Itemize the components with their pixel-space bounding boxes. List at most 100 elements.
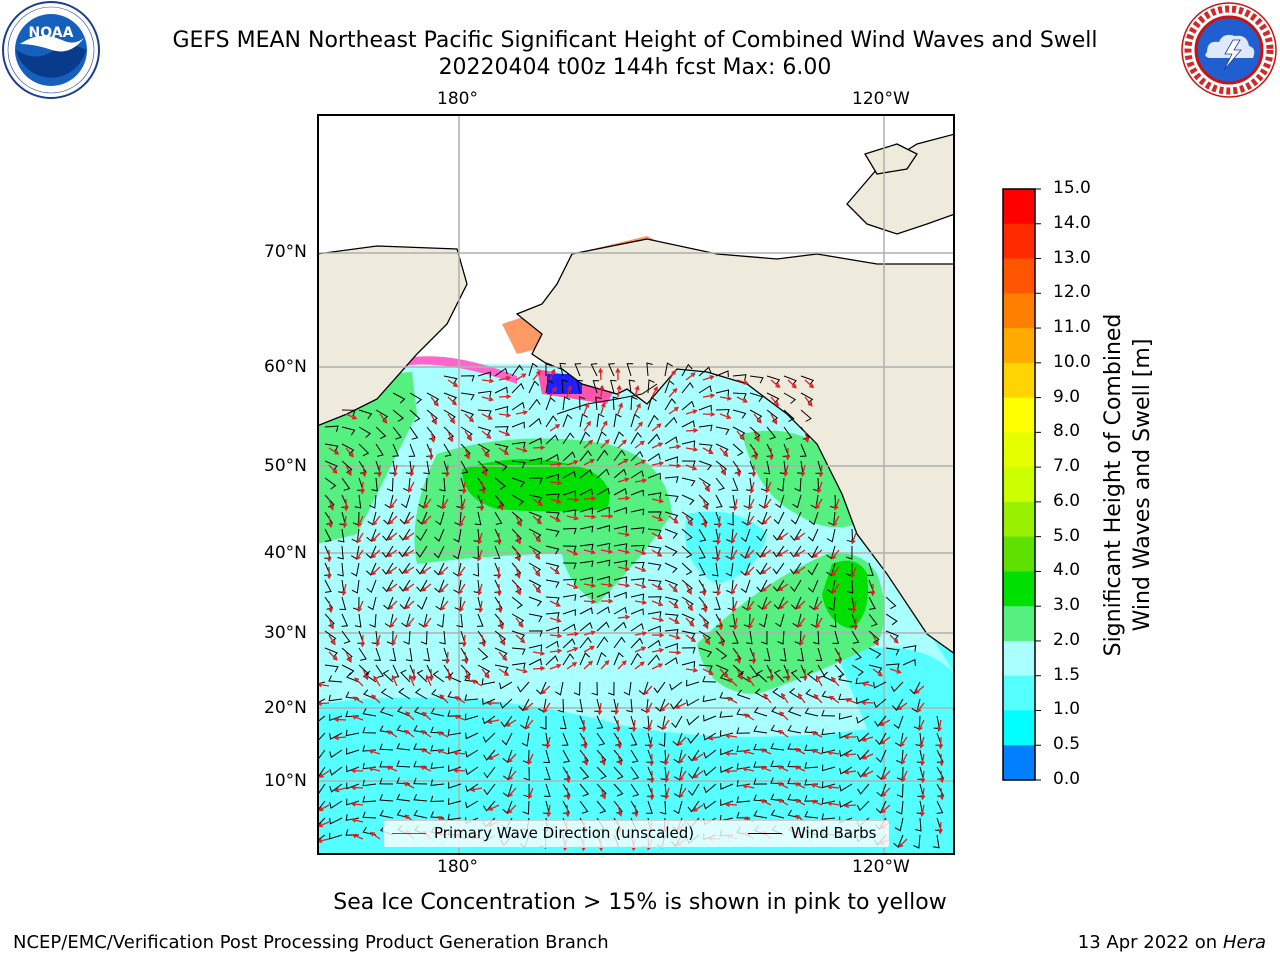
wave-direction-arrow bbox=[373, 675, 381, 687]
wind-barb bbox=[596, 449, 609, 462]
wind-barb bbox=[681, 477, 696, 487]
aleutian-chain bbox=[556, 383, 658, 415]
wind-barb bbox=[613, 468, 627, 479]
wind-barb bbox=[362, 726, 377, 734]
wind-barb bbox=[502, 749, 513, 764]
wind-barb bbox=[659, 800, 667, 815]
wind-barb bbox=[401, 494, 411, 509]
colorbar-swatch bbox=[1003, 501, 1035, 538]
wave-direction-arrow bbox=[631, 719, 637, 733]
wind-barb bbox=[465, 732, 479, 740]
wind-barb bbox=[430, 707, 445, 717]
wave-direction-arrow bbox=[360, 634, 366, 648]
wind-barb bbox=[664, 436, 678, 445]
wave-direction-arrow bbox=[566, 515, 580, 521]
colorbar-swatch bbox=[1003, 536, 1035, 572]
wind-barb bbox=[579, 766, 590, 780]
wave-direction-arrow bbox=[409, 464, 415, 477]
wave-direction-arrow bbox=[421, 583, 432, 592]
wind-barb bbox=[483, 766, 496, 779]
wave-direction-arrow bbox=[797, 693, 806, 704]
wind-barb bbox=[555, 681, 564, 696]
wind-barb bbox=[630, 593, 645, 601]
wind-barb bbox=[839, 766, 853, 775]
wind-barb bbox=[681, 494, 695, 506]
wind-barb bbox=[362, 708, 377, 717]
wave-direction-arrow bbox=[600, 582, 614, 588]
wave-direction-arrow bbox=[600, 549, 614, 554]
colorbar-swatch bbox=[1003, 293, 1035, 329]
wave-direction-arrow bbox=[439, 694, 449, 704]
wave-direction-arrow bbox=[408, 481, 415, 493]
wave-direction-arrow bbox=[749, 481, 755, 494]
wave-direction-arrow bbox=[471, 679, 483, 687]
wind-barb bbox=[591, 681, 598, 696]
wave-direction-arrow bbox=[938, 753, 944, 767]
wave-direction-arrow bbox=[496, 532, 502, 546]
wind-barb bbox=[749, 375, 764, 384]
wind-barb bbox=[630, 544, 645, 552]
wind-barb bbox=[732, 647, 742, 661]
wave-direction-arrow bbox=[685, 600, 693, 612]
wave-direction-arrow bbox=[403, 532, 415, 540]
lon-label-top-180: 180° bbox=[437, 89, 478, 109]
wave-direction-arrow bbox=[566, 460, 579, 466]
wind-barb bbox=[596, 783, 607, 797]
wind-barb bbox=[494, 406, 509, 413]
colorbar-tick-label: 1.0 bbox=[1053, 699, 1081, 720]
wind-barb bbox=[511, 460, 526, 469]
wind-barb bbox=[646, 800, 653, 814]
wave-direction-arrow bbox=[350, 785, 364, 791]
wind-barb bbox=[545, 528, 560, 537]
wind-barb bbox=[363, 689, 377, 700]
wave-direction-arrow bbox=[403, 583, 415, 592]
wave-direction-arrow bbox=[702, 600, 708, 613]
wave-direction-arrow bbox=[387, 583, 398, 592]
wind-barb bbox=[579, 469, 593, 479]
wave-direction-arrow bbox=[651, 632, 665, 638]
wave-direction-arrow bbox=[583, 753, 589, 767]
wave-direction-arrow bbox=[746, 675, 755, 687]
wind-barb bbox=[681, 647, 696, 654]
wind-barb bbox=[626, 698, 633, 713]
colorbar-tick-label: 7.0 bbox=[1053, 456, 1081, 477]
wave-direction-arrow bbox=[350, 817, 364, 823]
wave-direction-arrow bbox=[328, 617, 335, 630]
wind-barb bbox=[494, 460, 508, 472]
wave-direction-arrow bbox=[566, 385, 572, 398]
wave-direction-arrow bbox=[515, 634, 526, 644]
wind-barb bbox=[698, 562, 706, 576]
wave-direction-arrow bbox=[765, 481, 772, 494]
wind-barb bbox=[579, 783, 590, 797]
wind-barb bbox=[630, 578, 645, 585]
wave-direction-arrow bbox=[375, 634, 381, 647]
wind-barb bbox=[392, 426, 402, 440]
wave-direction-arrow bbox=[685, 617, 695, 627]
wave-direction-arrow bbox=[685, 667, 699, 673]
wind-barb bbox=[435, 511, 445, 526]
chart-subtitle: 20220404 t00z 144h fcst Max: 6.00 bbox=[438, 55, 832, 80]
chart-title: GEFS MEAN Northeast Pacific Significant … bbox=[172, 28, 1098, 53]
wind-barb bbox=[664, 579, 678, 590]
wind-barb bbox=[885, 613, 898, 626]
wind-barb bbox=[545, 579, 560, 588]
wave-direction-arrow bbox=[328, 600, 333, 614]
wave-direction-arrow bbox=[546, 804, 552, 818]
wave-direction-arrow bbox=[461, 481, 467, 495]
wave-direction-arrow bbox=[581, 719, 587, 733]
wave-direction-arrow bbox=[515, 566, 521, 579]
wave-direction-arrow bbox=[532, 498, 544, 507]
wave-direction-arrow bbox=[651, 461, 665, 466]
wave-direction-arrow bbox=[515, 410, 529, 415]
wind-barb bbox=[736, 727, 751, 734]
wind-barb bbox=[362, 779, 377, 787]
wave-direction-arrow bbox=[368, 766, 381, 772]
wind-barb bbox=[757, 511, 768, 525]
wind-barb bbox=[346, 672, 360, 683]
wave-direction-arrow bbox=[645, 702, 653, 714]
wave-direction-arrow bbox=[745, 549, 755, 559]
wind-barb bbox=[817, 664, 826, 678]
wave-direction-arrow bbox=[736, 396, 748, 403]
wind-barb bbox=[511, 382, 525, 394]
wave-direction-arrow bbox=[379, 413, 388, 424]
